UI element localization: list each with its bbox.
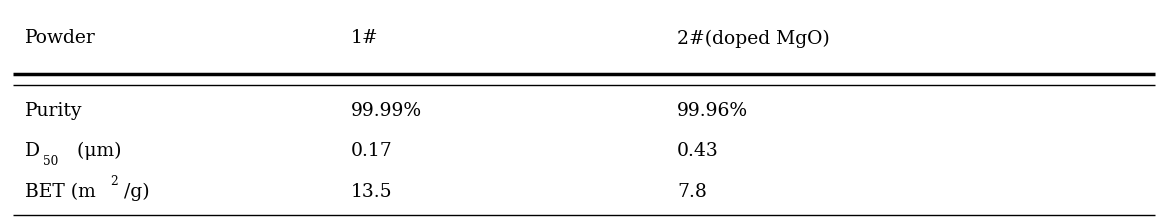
Text: 50: 50 (43, 155, 58, 168)
Text: 13.5: 13.5 (350, 183, 392, 201)
Text: 0.17: 0.17 (350, 142, 392, 160)
Text: 2: 2 (110, 175, 118, 188)
Text: 7.8: 7.8 (677, 183, 707, 201)
Text: 1#: 1# (350, 29, 378, 48)
Text: BET (m: BET (m (25, 183, 96, 201)
Text: D: D (25, 142, 40, 160)
Text: 99.96%: 99.96% (677, 101, 749, 120)
Text: Purity: Purity (25, 101, 82, 120)
Text: 0.43: 0.43 (677, 142, 719, 160)
Text: 99.99%: 99.99% (350, 101, 422, 120)
Text: Powder: Powder (25, 29, 96, 48)
Text: /g): /g) (124, 183, 150, 202)
Text: 2#(doped MgO): 2#(doped MgO) (677, 29, 830, 48)
Text: (μm): (μm) (71, 142, 121, 160)
